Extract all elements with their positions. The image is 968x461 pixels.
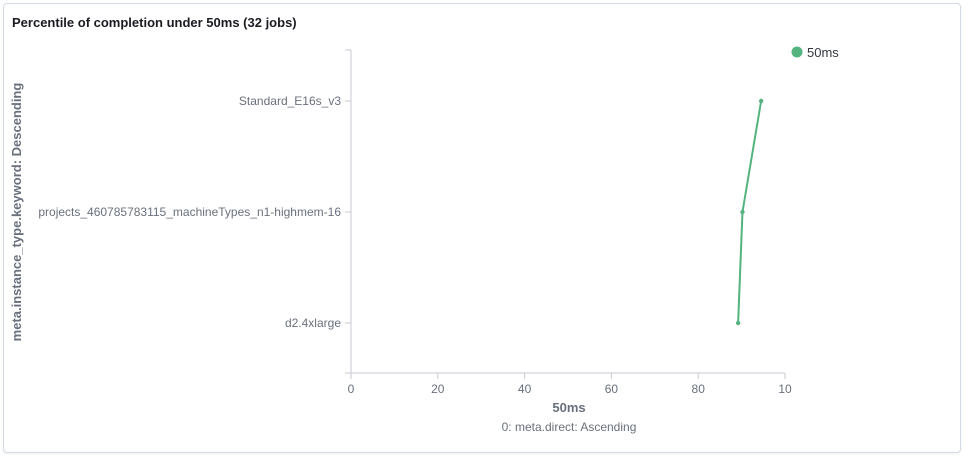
x-tick-label: 0: [348, 382, 355, 396]
x-tick-label: 10: [778, 382, 792, 396]
series-layer: [735, 98, 764, 326]
x-tick-label: 80: [692, 382, 706, 396]
data-point: [758, 98, 764, 104]
x-tick-label: 40: [518, 382, 532, 396]
y-axis: Standard_E16s_v3 projects_460785783115_ma…: [38, 49, 352, 374]
x-axis: 0 20 40 60 80 10: [348, 372, 792, 396]
y-tick-label: d2.4xlarge: [285, 316, 341, 330]
y-tick-label: projects_460785783115_machineTypes_n1-hi…: [38, 205, 341, 219]
x-tick-label: 60: [605, 382, 619, 396]
legend-label-50ms[interactable]: 50ms: [807, 45, 839, 60]
legend[interactable]: 50ms: [791, 45, 840, 60]
y-axis-title: meta.instance_type.keyword: Descending: [9, 83, 24, 342]
visualization-panel: Percentile of completion under 50ms (32 …: [3, 3, 961, 453]
y-tick-label: Standard_E16s_v3: [239, 94, 341, 108]
data-point: [735, 320, 741, 326]
x-tick-label: 20: [431, 382, 445, 396]
x-axis-subtitle: 0: meta.direct: Ascending: [502, 420, 637, 434]
x-axis-title: 50ms: [552, 400, 585, 415]
data-point: [740, 209, 745, 215]
legend-swatch-50ms[interactable]: [791, 46, 803, 58]
panel-title: Percentile of completion under 50ms (32 …: [12, 15, 297, 30]
